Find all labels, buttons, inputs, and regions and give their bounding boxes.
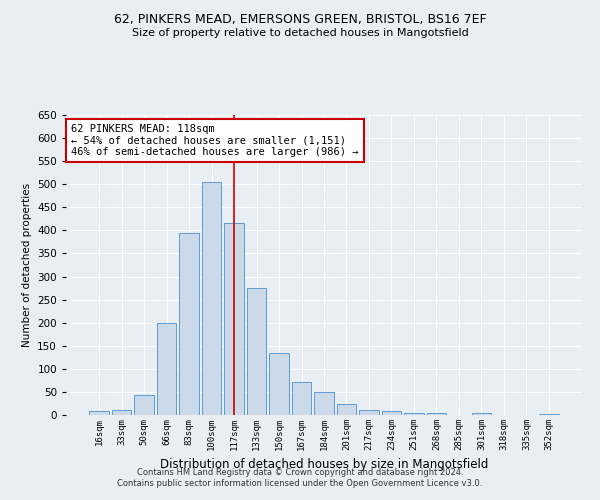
Bar [269, 352, 289, 415]
Bar [112, 410, 131, 415]
Bar [179, 232, 199, 415]
Text: 62 PINKERS MEAD: 118sqm
← 54% of detached houses are smaller (1,151)
46% of semi: 62 PINKERS MEAD: 118sqm ← 54% of detache… [71, 124, 359, 157]
Bar [314, 392, 334, 415]
Bar [224, 224, 244, 415]
Text: Contains HM Land Registry data © Crown copyright and database right 2024.
Contai: Contains HM Land Registry data © Crown c… [118, 468, 482, 487]
Bar [202, 182, 221, 415]
Bar [292, 382, 311, 415]
Bar [539, 414, 559, 415]
Y-axis label: Number of detached properties: Number of detached properties [22, 183, 32, 347]
Bar [89, 412, 109, 415]
Bar [134, 394, 154, 415]
Bar [382, 412, 401, 415]
Bar [427, 412, 446, 415]
Text: 62, PINKERS MEAD, EMERSONS GREEN, BRISTOL, BS16 7EF: 62, PINKERS MEAD, EMERSONS GREEN, BRISTO… [113, 12, 487, 26]
Bar [404, 412, 424, 415]
Bar [247, 288, 266, 415]
X-axis label: Distribution of detached houses by size in Mangotsfield: Distribution of detached houses by size … [160, 458, 488, 471]
Bar [472, 412, 491, 415]
Bar [359, 410, 379, 415]
Bar [337, 404, 356, 415]
Bar [157, 322, 176, 415]
Text: Size of property relative to detached houses in Mangotsfield: Size of property relative to detached ho… [131, 28, 469, 38]
